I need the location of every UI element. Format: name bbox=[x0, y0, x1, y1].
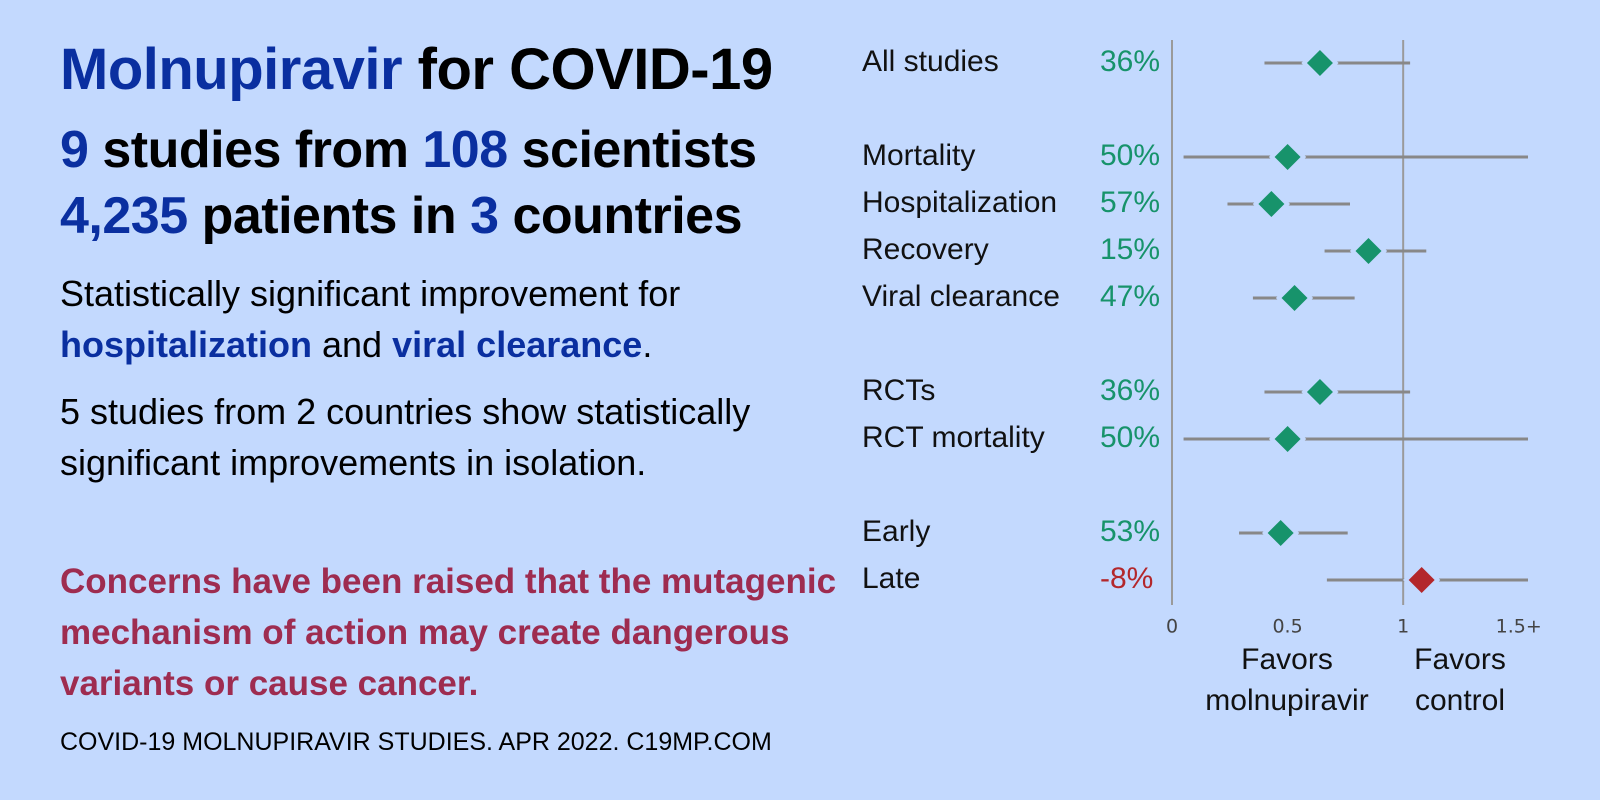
summary: Statistically significant improvement fo… bbox=[60, 268, 820, 370]
improvement-label: 15% bbox=[1100, 233, 1160, 266]
row-label: RCT mortality bbox=[862, 421, 1045, 454]
stats-line: 4,235 patients in 3 countries bbox=[60, 186, 850, 246]
stat: 4,235 bbox=[60, 187, 188, 245]
stat-text: countries bbox=[512, 187, 743, 245]
summary-text: . bbox=[642, 324, 653, 365]
estimate-marker bbox=[1301, 44, 1339, 82]
favors-label: Favors molnupiravir bbox=[1205, 643, 1368, 717]
stat-text: patients in bbox=[201, 187, 457, 245]
isolation-note: 5 studies from 2 countries show statisti… bbox=[60, 391, 751, 483]
x-tick-label: 0.5 bbox=[1272, 616, 1302, 638]
favors-word: molnupiravir bbox=[1205, 684, 1368, 717]
improvement-label: 36% bbox=[1100, 374, 1160, 407]
row-label: All studies bbox=[862, 45, 999, 78]
outcome: viral clearance bbox=[392, 324, 643, 365]
improvement-label: 50% bbox=[1100, 139, 1160, 172]
row-label: Late bbox=[862, 562, 920, 595]
footer: COVID-19 MOLNUPIRAVIR STUDIES. APR 2022.… bbox=[60, 728, 772, 756]
warning: Concerns have been raised that the mutag… bbox=[60, 562, 837, 703]
summary-text: and bbox=[322, 324, 383, 365]
improvement-label: 47% bbox=[1100, 280, 1160, 313]
stat: 108 bbox=[422, 121, 508, 179]
improvement-label: 53% bbox=[1100, 515, 1160, 548]
estimate-marker bbox=[1268, 138, 1307, 176]
estimate-marker bbox=[1349, 232, 1388, 270]
improvement-label: 57% bbox=[1100, 186, 1160, 219]
estimate-marker bbox=[1275, 279, 1314, 317]
row-label: Early bbox=[862, 515, 930, 548]
favors-word: Favors bbox=[1414, 643, 1506, 676]
favors-word: control bbox=[1415, 684, 1505, 717]
x-tick-label: 1 bbox=[1397, 616, 1409, 638]
stat: 9 bbox=[60, 121, 89, 179]
estimate-marker bbox=[1252, 185, 1291, 223]
row-label: Mortality bbox=[862, 139, 975, 172]
stat-text: scientists bbox=[521, 121, 757, 179]
title: Molnupiravir for COVID-19 bbox=[60, 36, 850, 103]
summary-text: Statistically significant improvement fo… bbox=[60, 273, 681, 314]
estimate-marker bbox=[1403, 561, 1441, 599]
estimate-marker bbox=[1261, 514, 1300, 552]
title-rest: for COVID-19 bbox=[417, 37, 773, 102]
outcome: hospitalization bbox=[60, 324, 312, 365]
improvement-label: 36% bbox=[1100, 45, 1160, 78]
improvement-label: -8% bbox=[1100, 562, 1153, 595]
stat-text: studies from bbox=[102, 121, 409, 179]
estimate-marker bbox=[1301, 373, 1339, 411]
stats-line: 9 studies from 108 scientists bbox=[60, 120, 850, 180]
plot-area bbox=[1183, 61, 1528, 582]
row-label: Hospitalization bbox=[862, 186, 1057, 219]
title-drug: Molnupiravir bbox=[60, 37, 403, 102]
favors-word: Favors bbox=[1241, 643, 1333, 676]
row-label: RCTs bbox=[862, 374, 935, 407]
stat: 3 bbox=[470, 187, 499, 245]
improvement-label: 50% bbox=[1100, 421, 1160, 454]
x-tick-label: 1.5+ bbox=[1496, 616, 1542, 638]
row-label: Viral clearance bbox=[862, 280, 1060, 313]
favors-label: Favors control bbox=[1414, 643, 1506, 717]
row-label: Recovery bbox=[862, 233, 989, 266]
x-tick-label: 0 bbox=[1166, 616, 1178, 638]
estimate-marker bbox=[1268, 420, 1307, 458]
